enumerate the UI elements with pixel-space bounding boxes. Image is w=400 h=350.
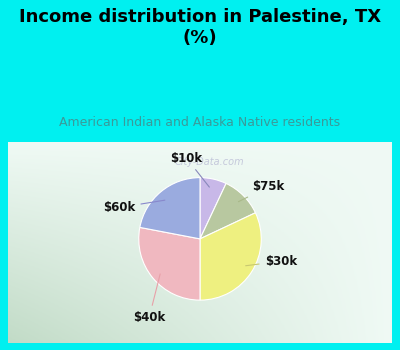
Text: Income distribution in Palestine, TX
(%): Income distribution in Palestine, TX (%) <box>19 8 381 47</box>
Text: $10k: $10k <box>170 152 209 187</box>
Text: $30k: $30k <box>246 255 297 268</box>
Text: $60k: $60k <box>103 200 165 214</box>
Wedge shape <box>200 213 261 300</box>
Text: City-Data.com: City-Data.com <box>175 157 244 167</box>
Wedge shape <box>200 183 256 239</box>
Text: $40k: $40k <box>133 274 165 324</box>
Text: American Indian and Alaska Native residents: American Indian and Alaska Native reside… <box>60 116 340 129</box>
Wedge shape <box>140 177 200 239</box>
Wedge shape <box>200 177 226 239</box>
Wedge shape <box>139 228 200 300</box>
Text: $75k: $75k <box>238 180 285 202</box>
